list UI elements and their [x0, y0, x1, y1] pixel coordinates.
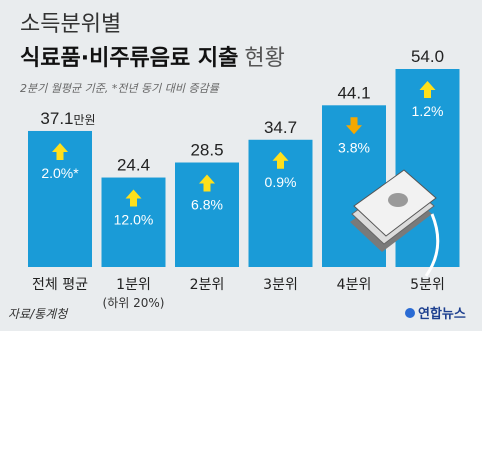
category-sublabel: (하위 20%) — [103, 296, 165, 310]
brand-logo-icon — [405, 308, 415, 318]
value-label: 44.1 — [337, 83, 370, 102]
category-label: 1분위 — [116, 277, 151, 293]
category-label: 5분위 — [410, 277, 445, 293]
value-label: 24.4 — [117, 156, 150, 175]
change-label: 0.9% — [265, 174, 297, 190]
arrow-up-icon — [52, 142, 68, 160]
change-label: 12.0% — [114, 212, 154, 228]
category-label: 3분위 — [263, 277, 298, 293]
arrow-up-icon — [272, 151, 289, 169]
value-label: 37.1만원 — [40, 109, 95, 128]
change-label: 2.0%* — [41, 165, 79, 181]
category-label: 전체 평균 — [32, 277, 88, 293]
change-label: 1.2% — [412, 103, 444, 119]
chart-title-line1: 소득분위별 — [20, 12, 122, 37]
bar — [395, 69, 460, 267]
brand-name: 연합뉴스 — [418, 307, 466, 322]
chart-note: 2분기 월평균 기준, *전년 동기 대비 증감률 — [20, 82, 219, 95]
change-label: 3.8% — [338, 139, 370, 155]
chart-title-line2: 식료품·비주류음료 지출 현황 — [20, 40, 285, 72]
arrow-up-icon — [125, 189, 142, 207]
value-label: 54.0 — [411, 47, 444, 66]
bar-chart: 37.1만원 2.0%* 전체 평균 24.4 12.0% 1분위 (하위 20%) 28.5… — [28, 47, 460, 310]
banknote-stack-icon — [350, 169, 440, 277]
chart-title-regular: 현황 — [244, 46, 285, 71]
arrow-up-icon — [419, 81, 436, 98]
chart-title-bold: 식료품·비주류음료 지출 — [20, 46, 239, 71]
value-label: 34.7 — [264, 118, 297, 137]
category-label: 4분위 — [337, 277, 372, 293]
brand-logo: 연합뉴스 — [405, 303, 466, 322]
change-label: 6.8% — [191, 197, 223, 213]
source-label: 자료/통계청 — [8, 307, 68, 321]
value-label: 28.5 — [190, 141, 223, 160]
category-label: 2분위 — [190, 277, 225, 293]
arrow-up-icon — [199, 174, 215, 192]
arrow-down-icon — [346, 117, 362, 135]
